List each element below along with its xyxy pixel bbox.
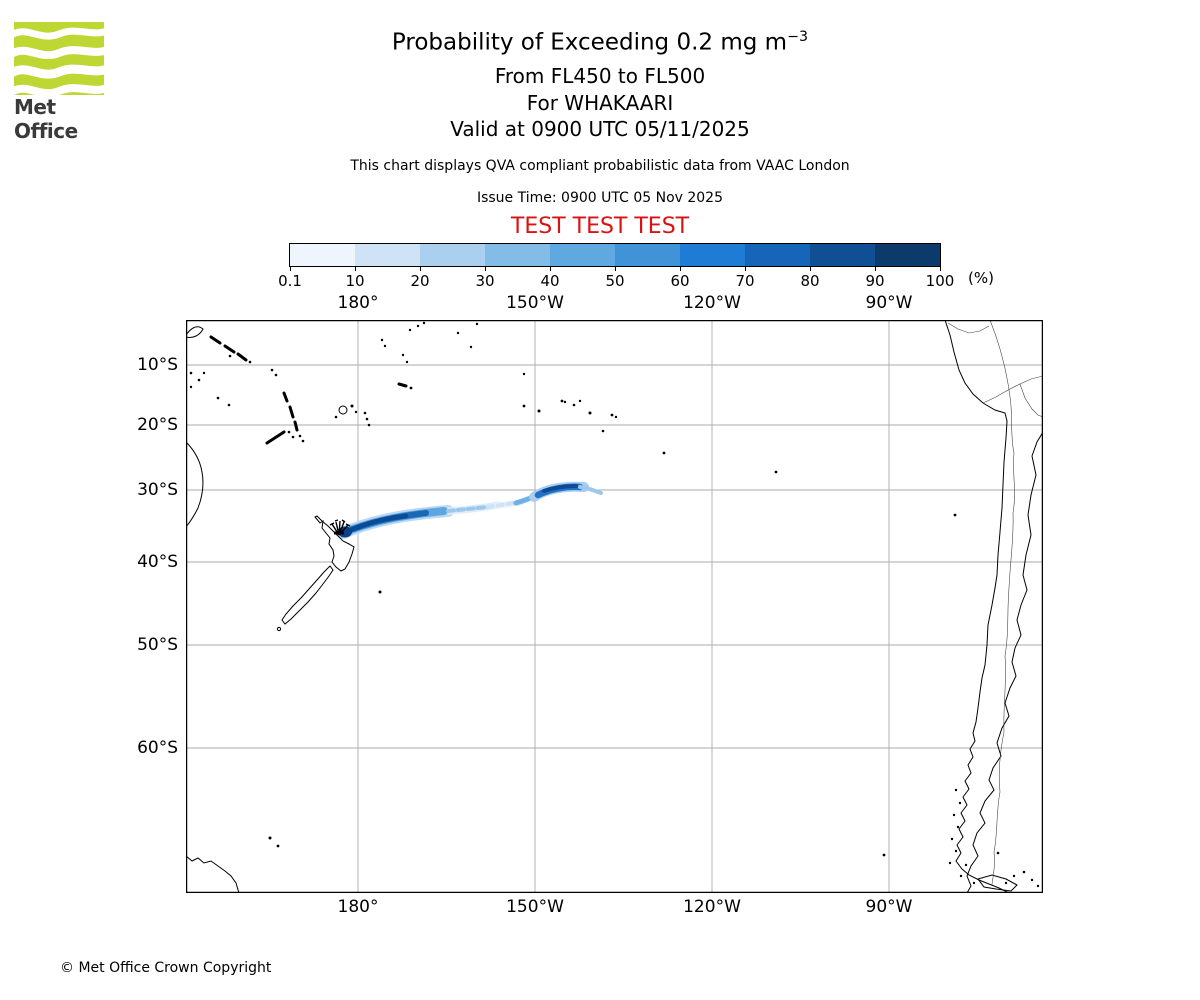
latitude-tick-label: 60°S — [137, 738, 178, 758]
met-office-logo-waves — [7, 22, 112, 97]
country-borders — [947, 320, 1043, 886]
volcano-marker — [329, 519, 351, 536]
subtitle-volcano: For WHAKAARI — [526, 91, 674, 115]
latitude-tick-label: 40°S — [137, 552, 178, 572]
colorbar-tick — [290, 266, 291, 271]
colorbar-segment — [355, 244, 420, 266]
coastlines — [186, 326, 1018, 893]
map-xlabels-bottom: 180° 150°W 120°W 90°W — [0, 897, 1200, 919]
colorbar-tick — [680, 266, 681, 271]
latitude-tick-label: 20°S — [137, 415, 178, 435]
colorbar-tick-label: 0.1 — [278, 272, 302, 290]
colorbar-segment — [745, 244, 810, 266]
longitude-tick-label: 180° — [337, 897, 379, 917]
colorbar-tick-label: 40 — [540, 272, 560, 290]
island-chains — [209, 335, 408, 445]
new-zealand-north-island — [314, 515, 355, 572]
colorbar-tick — [745, 266, 746, 271]
new-zealand-south-island — [281, 565, 334, 625]
latitude-tick-label: 30°S — [137, 480, 178, 500]
colorbar-tick — [810, 266, 811, 271]
colorbar-tick — [420, 266, 421, 271]
longitude-tick-label: 90°W — [865, 897, 913, 917]
colorbar-tick — [355, 266, 356, 271]
antarctica-coast — [186, 855, 240, 893]
map-border — [186, 320, 1043, 893]
colorbar-segment — [810, 244, 875, 266]
colorbar-ticks: 0.1 10 20 30 40 50 60 70 80 90 100 — [278, 266, 954, 292]
colorbar-tick-label: 80 — [800, 272, 820, 290]
qva-description: This chart displays QVA compliant probab… — [350, 158, 850, 174]
longitude-tick-label: 120°W — [683, 293, 741, 313]
colorbar-tick-label: 30 — [475, 272, 495, 290]
colorbar-segment — [615, 244, 680, 266]
copyright-text: © Met Office Crown Copyright — [60, 960, 272, 976]
page-title-exponent: −3 — [787, 29, 809, 45]
south-america-coast — [944, 320, 1043, 893]
colorbar-tick-label: 60 — [670, 272, 690, 290]
ash-probability-plume — [337, 481, 603, 539]
map-canvas — [186, 320, 1043, 893]
colorbar-segment — [680, 244, 745, 266]
tierra-del-fuego — [977, 874, 1018, 892]
page-title-text: Probability of Exceeding 0.2 mg m — [391, 29, 788, 56]
colorbar-tick-label: 100 — [925, 272, 955, 290]
colorbar-segment — [550, 244, 615, 266]
patagonian-islands — [948, 788, 1040, 888]
colorbar-tick — [550, 266, 551, 271]
colorbar-tick — [485, 266, 486, 271]
colorbar-tick-label: 10 — [345, 272, 365, 290]
met-office-logo-text: Met Office — [14, 95, 78, 143]
colorbar-segment — [290, 244, 355, 266]
graticule — [186, 320, 1043, 893]
colorbar-tick — [940, 266, 941, 271]
test-banner: TEST TEST TEST — [510, 214, 690, 239]
colorbar-segments — [290, 244, 940, 266]
latitude-tick-label: 10°S — [137, 355, 178, 375]
australia-coast — [186, 441, 204, 528]
small-islands — [189, 321, 957, 857]
latitude-tick-label: 50°S — [137, 635, 178, 655]
longitude-tick-label: 120°W — [683, 897, 741, 917]
map-xlabels-top: 180° 150°W 120°W 90°W — [0, 293, 1200, 315]
longitude-tick-label: 150°W — [506, 293, 564, 313]
page-title: Probability of Exceeding 0.2 mg m−3 — [0, 29, 1200, 56]
longitude-tick-label: 150°W — [506, 897, 564, 917]
met-office-logo: Met Office — [7, 22, 124, 143]
issue-time: Issue Time: 0900 UTC 05 Nov 2025 — [476, 190, 724, 206]
colorbar-unit-label: (%) — [968, 269, 994, 287]
colorbar-tick-label: 90 — [865, 272, 885, 290]
colorbar-segment — [875, 244, 940, 266]
longitude-tick-label: 90°W — [865, 293, 913, 313]
longitude-tick-label: 180° — [337, 293, 379, 313]
colorbar-segment — [485, 244, 550, 266]
subtitle-valid-time: Valid at 0900 UTC 05/11/2025 — [450, 117, 750, 141]
colorbar-tick — [875, 266, 876, 271]
colorbar-tick-label: 70 — [735, 272, 755, 290]
colorbar-segment — [420, 244, 485, 266]
colorbar — [289, 243, 941, 267]
colorbar-tick-label: 20 — [410, 272, 430, 290]
subtitle-flight-levels: From FL450 to FL500 — [494, 64, 706, 88]
colorbar-tick-label: 50 — [605, 272, 625, 290]
colorbar-tick — [615, 266, 616, 271]
